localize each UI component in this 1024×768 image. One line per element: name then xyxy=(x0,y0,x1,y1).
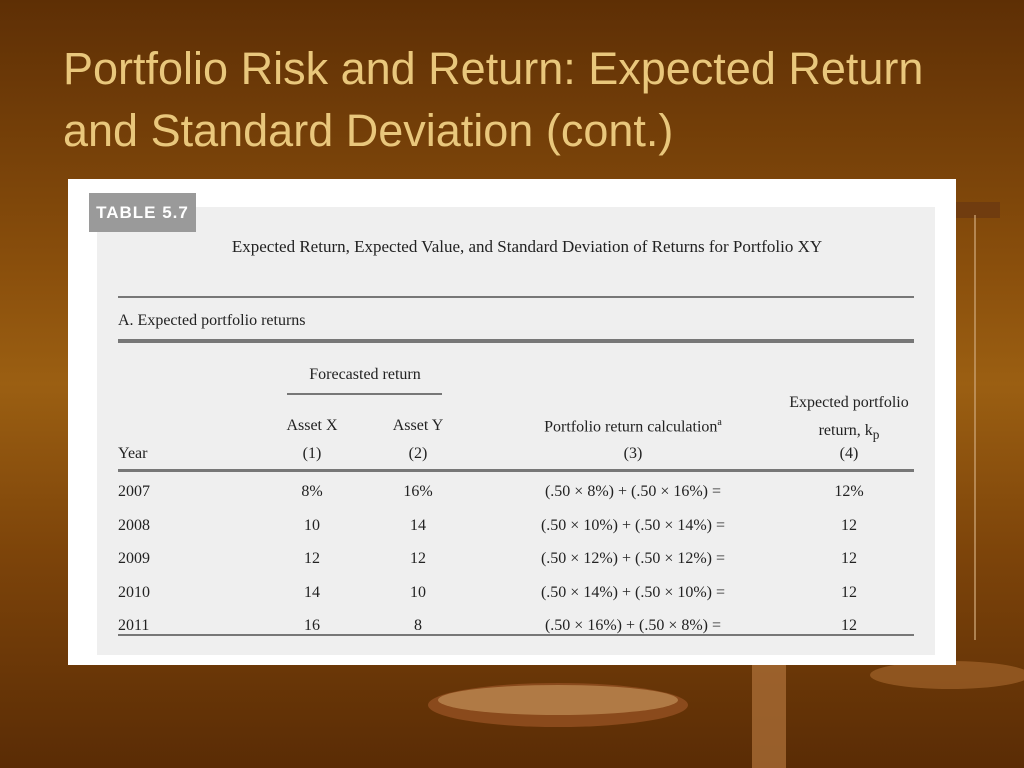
year-header: Year xyxy=(118,445,148,462)
table-cell: 12 xyxy=(841,583,857,601)
header-text: Asset X xyxy=(286,417,338,434)
table-cell: 12 xyxy=(841,516,857,534)
table-cell: 12 xyxy=(841,617,857,634)
table-cell: 16 xyxy=(304,617,320,634)
year-cell: 2007 xyxy=(118,483,150,500)
section-title: A. Expected portfolio returns xyxy=(118,312,306,329)
rule xyxy=(118,634,914,636)
year-cell: 2008 xyxy=(118,516,150,534)
table-cell: 10 xyxy=(410,583,426,601)
header-text: Portfolio return calculation xyxy=(544,418,718,436)
rule xyxy=(118,469,914,472)
table-cell: (.50 × 8%) + (.50 × 16%) = xyxy=(544,483,722,500)
group-header: Forecasted return xyxy=(309,366,421,383)
table-cell: (.50 × 14%) + (.50 × 10%) = xyxy=(540,583,726,601)
rule xyxy=(118,296,914,298)
header-note: a xyxy=(717,417,722,428)
header-text: Expected portfolio return, k xyxy=(789,394,909,439)
slide-title: Portfolio Risk and Return: Expected Retu… xyxy=(63,43,924,156)
table-cell: 8 xyxy=(414,617,422,634)
table-cell: 10 xyxy=(304,516,320,534)
year-cell: 2009 xyxy=(118,550,150,567)
rule xyxy=(118,339,914,343)
table-cell: 14 xyxy=(410,516,426,534)
header-subscript: p xyxy=(872,427,880,443)
column-number: (3) xyxy=(623,445,643,462)
table-cell: (.50 × 16%) + (.50 × 8%) = xyxy=(544,617,722,634)
rule xyxy=(287,393,442,395)
table-cell: 8% xyxy=(301,483,323,500)
table-panel xyxy=(97,207,935,655)
table-cell: 16% xyxy=(403,483,433,500)
column-number: (2) xyxy=(408,445,428,462)
table-label: TABLE 5.7 xyxy=(89,193,196,232)
column-header: Asset X xyxy=(286,417,337,435)
table-caption: Expected Return, Expected Value, and Sta… xyxy=(231,237,823,256)
column-number: (4) xyxy=(839,445,859,462)
column-number: (1) xyxy=(302,445,322,462)
table-cell: (.50 × 12%) + (.50 × 12%) = xyxy=(540,550,726,567)
column-header: Portfolio return calculationa xyxy=(544,417,722,436)
year-cell: 2010 xyxy=(118,583,150,601)
table-cell: (.50 × 10%) + (.50 × 14%) = xyxy=(540,516,726,534)
table-cell: 12% xyxy=(834,483,864,500)
column-header: Asset Y xyxy=(393,417,444,435)
table-cell: 14 xyxy=(304,583,320,601)
table-cell: 12 xyxy=(841,550,857,567)
table-cell: 12 xyxy=(304,550,320,567)
header-text: Asset Y xyxy=(392,417,444,434)
table-cell: 12 xyxy=(410,550,426,567)
table-image: TABLE 5.7 Expected Return, Expected Valu… xyxy=(68,179,956,665)
year-cell: 2011 xyxy=(118,617,150,634)
column-header: Expected portfolio return, kp xyxy=(784,389,914,449)
